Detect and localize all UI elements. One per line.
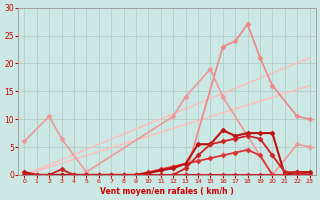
X-axis label: Vent moyen/en rafales ( km/h ): Vent moyen/en rafales ( km/h )	[100, 187, 234, 196]
